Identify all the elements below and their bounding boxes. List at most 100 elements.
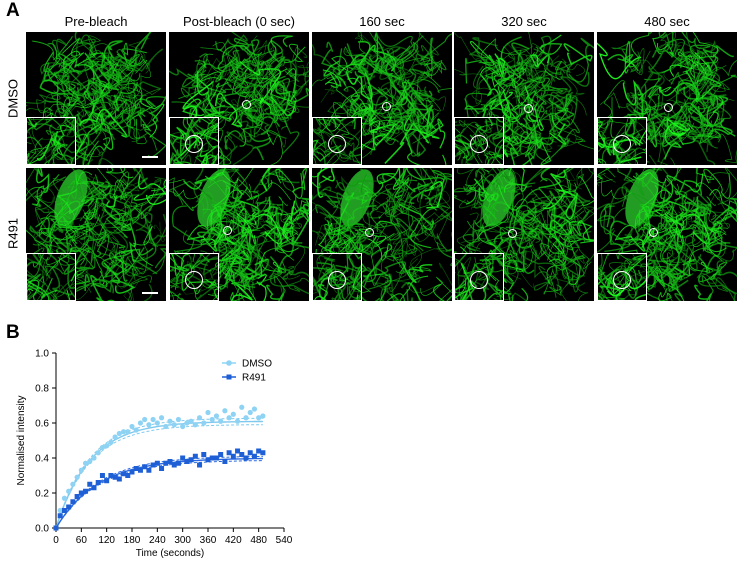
image-tile-dmso-320-sec xyxy=(454,32,594,165)
bleach-roi-circle xyxy=(648,227,658,237)
data-point-r491 xyxy=(188,457,194,463)
data-point-r491 xyxy=(218,452,224,457)
data-point-dmso xyxy=(74,474,80,480)
data-point-r491 xyxy=(154,460,160,466)
data-point-dmso xyxy=(112,434,118,440)
data-point-r491 xyxy=(184,459,190,464)
inset-bleach-roi-circle xyxy=(328,271,346,289)
inset-bleach-roi-circle xyxy=(613,135,631,153)
column-header-480-sec: 480 sec xyxy=(644,14,690,29)
zoom-inset xyxy=(169,253,219,301)
data-point-dmso xyxy=(175,416,182,423)
column-header-160-sec: 160 sec xyxy=(359,14,405,29)
data-point-dmso xyxy=(260,413,266,419)
data-point-dmso xyxy=(116,430,122,437)
row-label-r491: R491 xyxy=(5,217,21,250)
legend-label-dmso: DMSO xyxy=(242,359,272,370)
data-point-dmso xyxy=(133,427,139,433)
inset-bleach-roi-circle xyxy=(185,135,203,153)
x-tick-label: 480 xyxy=(250,535,267,546)
bleach-roi-circle xyxy=(523,103,533,113)
y-tick-label: 0.8 xyxy=(35,384,49,395)
data-point-r491 xyxy=(243,455,249,461)
fit-curve-dmso xyxy=(55,420,263,529)
data-point-dmso xyxy=(91,455,97,461)
fit-upper-band-dmso xyxy=(55,417,263,529)
zoom-inset xyxy=(454,117,504,165)
x-tick-label: 0 xyxy=(53,535,59,546)
data-point-r491 xyxy=(260,450,266,456)
data-point-r491 xyxy=(175,460,181,466)
bleach-roi-circle xyxy=(364,227,374,237)
data-point-dmso xyxy=(205,409,211,416)
y-tick-label: 0.4 xyxy=(35,454,49,465)
data-point-dmso xyxy=(57,507,63,514)
x-tick-label: 240 xyxy=(149,535,166,546)
row-label-dmso: DMSO xyxy=(5,79,21,118)
data-point-r491 xyxy=(167,459,173,464)
y-tick-label: 0.2 xyxy=(35,489,49,500)
data-point-dmso xyxy=(230,411,236,417)
data-point-r491 xyxy=(150,462,156,468)
data-point-r491 xyxy=(239,452,245,457)
x-tick-label: 300 xyxy=(174,535,191,546)
data-point-r491 xyxy=(201,452,207,457)
data-point-r491 xyxy=(116,476,122,482)
x-axis-label: Time (seconds) xyxy=(136,548,205,559)
data-point-dmso xyxy=(218,418,224,424)
data-point-dmso xyxy=(158,415,165,421)
frap-recovery-chart: 0.0 0.2 0.4 0.6 0.8 1.0 0 60 120 180 240 300 360 420 4… xyxy=(16,349,293,560)
data-point-r491 xyxy=(129,469,135,475)
bleach-roi-circle xyxy=(222,225,232,235)
data-point-r491 xyxy=(226,450,232,456)
column-header-pre-bleach: Pre-bleach xyxy=(64,14,128,29)
data-point-dmso xyxy=(61,495,68,501)
zoom-inset xyxy=(454,253,504,301)
data-point-dmso xyxy=(184,420,190,426)
image-tile-dmso-160-sec xyxy=(312,32,452,165)
data-point-dmso xyxy=(78,467,84,473)
data-point-r491 xyxy=(192,453,198,459)
data-point-r491 xyxy=(133,466,139,471)
image-tile-r491-pre-bleach xyxy=(26,168,166,301)
bleach-roi-circle xyxy=(663,102,673,112)
image-tile-r491-post-bleach xyxy=(169,168,309,301)
data-point-dmso xyxy=(129,423,135,430)
data-point-r491 xyxy=(53,525,59,531)
data-point-r491 xyxy=(205,457,211,463)
data-point-r491 xyxy=(235,448,241,454)
data-point-r491 xyxy=(146,467,152,473)
x-tick-label: 180 xyxy=(124,535,141,546)
zoom-inset xyxy=(26,117,76,165)
data-point-dmso xyxy=(95,450,101,456)
scale-bar xyxy=(142,292,158,294)
data-point-dmso xyxy=(125,429,131,435)
data-point-dmso xyxy=(213,413,220,419)
data-point-dmso xyxy=(137,420,144,426)
data-point-dmso xyxy=(247,409,253,416)
data-point-dmso xyxy=(180,423,186,430)
data-point-r491 xyxy=(159,466,165,471)
data-point-r491 xyxy=(57,513,63,519)
x-tick-label: 420 xyxy=(225,535,242,546)
data-point-r491 xyxy=(112,474,118,480)
zoom-inset xyxy=(26,253,76,301)
data-point-r491 xyxy=(91,485,97,491)
data-point-r491 xyxy=(78,490,84,496)
image-tile-dmso-post-bleach xyxy=(169,32,309,165)
data-point-r491 xyxy=(247,450,253,456)
data-point-dmso xyxy=(163,423,169,430)
zoom-inset xyxy=(312,253,362,301)
data-point-dmso xyxy=(196,415,203,421)
inset-bleach-roi-circle xyxy=(613,271,631,289)
data-point-r491 xyxy=(251,453,257,459)
image-tile-r491-480-sec xyxy=(597,168,737,301)
data-point-dmso xyxy=(70,481,76,487)
data-point-dmso xyxy=(142,416,148,423)
data-point-r491 xyxy=(222,459,228,464)
data-point-dmso xyxy=(104,443,110,449)
data-point-r491 xyxy=(163,460,169,466)
data-point-dmso xyxy=(146,422,152,428)
data-point-dmso xyxy=(108,439,114,445)
scale-bar xyxy=(142,156,158,158)
